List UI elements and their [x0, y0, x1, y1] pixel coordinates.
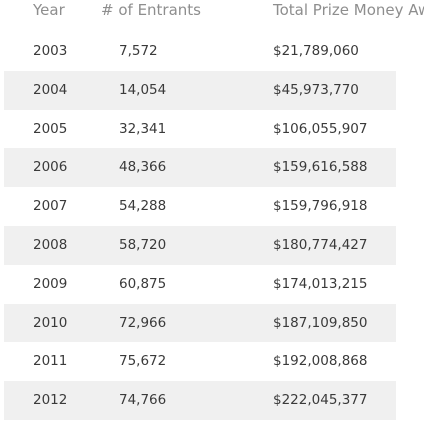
entrants-cell: 58,720 [119, 236, 167, 253]
prize-cell: $187,109,850 [273, 314, 368, 331]
entrants-cell: 60,875 [119, 275, 167, 292]
table-row: 2003 7,572 $21,789,060 [0, 32, 424, 71]
entrants-cell: 32,341 [119, 120, 167, 137]
prize-money-table: Year # of Entrants Total Prize Money Awa… [0, 0, 424, 420]
table-row: 2008 58,720 $180,774,427 [4, 225, 396, 265]
prize-cell: $45,973,770 [273, 81, 359, 98]
prize-cell: $106,055,907 [273, 120, 368, 137]
table-row: 2009 60,875 $174,013,215 [0, 265, 424, 304]
prize-cell: $174,013,215 [273, 275, 368, 292]
table-row: 2012 74,766 $222,045,377 [4, 381, 396, 420]
year-cell: 2006 [33, 159, 68, 176]
entrants-cell: 74,766 [119, 392, 167, 409]
table-row: 2005 32,341 $106,055,907 [0, 110, 424, 149]
year-cell: 2007 [33, 198, 68, 215]
year-cell: 2010 [33, 314, 68, 331]
table-row: 2007 54,288 $159,796,918 [0, 187, 424, 226]
entrants-cell: 72,966 [119, 314, 167, 331]
header-prize-money: Total Prize Money Awarded [273, 1, 424, 19]
prize-cell: $21,789,060 [273, 43, 359, 59]
entrants-cell: 48,366 [119, 159, 167, 176]
table-body: 2003 7,572 $21,789,060 2004 14,054 $45,973,77… [0, 32, 424, 420]
prize-cell: $159,616,588 [273, 159, 368, 176]
table-row: 2004 14,054 $45,973,770 [4, 70, 396, 110]
year-cell: 2004 [33, 81, 68, 98]
year-cell: 2009 [33, 275, 68, 292]
prize-cell: $222,045,377 [273, 392, 368, 409]
table-row: 2011 75,672 $192,008,868 [0, 342, 424, 381]
year-cell: 2012 [33, 392, 68, 409]
entrants-cell: 54,288 [119, 198, 167, 215]
table-row: 2010 72,966 $187,109,850 [4, 303, 396, 343]
prize-cell: $159,796,918 [273, 198, 368, 215]
prize-cell: $192,008,868 [273, 353, 368, 370]
header-entrants: # of Entrants [101, 1, 201, 19]
table-header: Year # of Entrants Total Prize Money Awa… [0, 0, 424, 32]
year-cell: 2005 [33, 120, 68, 137]
header-year: Year [33, 1, 65, 19]
entrants-cell: 14,054 [119, 81, 167, 98]
year-cell: 2011 [33, 353, 68, 370]
entrants-cell: 75,672 [119, 353, 167, 370]
entrants-cell: 7,572 [119, 43, 158, 59]
prize-cell: $180,774,427 [273, 236, 368, 253]
year-cell: 2003 [33, 43, 68, 59]
table-row: 2006 48,366 $159,616,588 [4, 148, 396, 188]
year-cell: 2008 [33, 236, 68, 253]
